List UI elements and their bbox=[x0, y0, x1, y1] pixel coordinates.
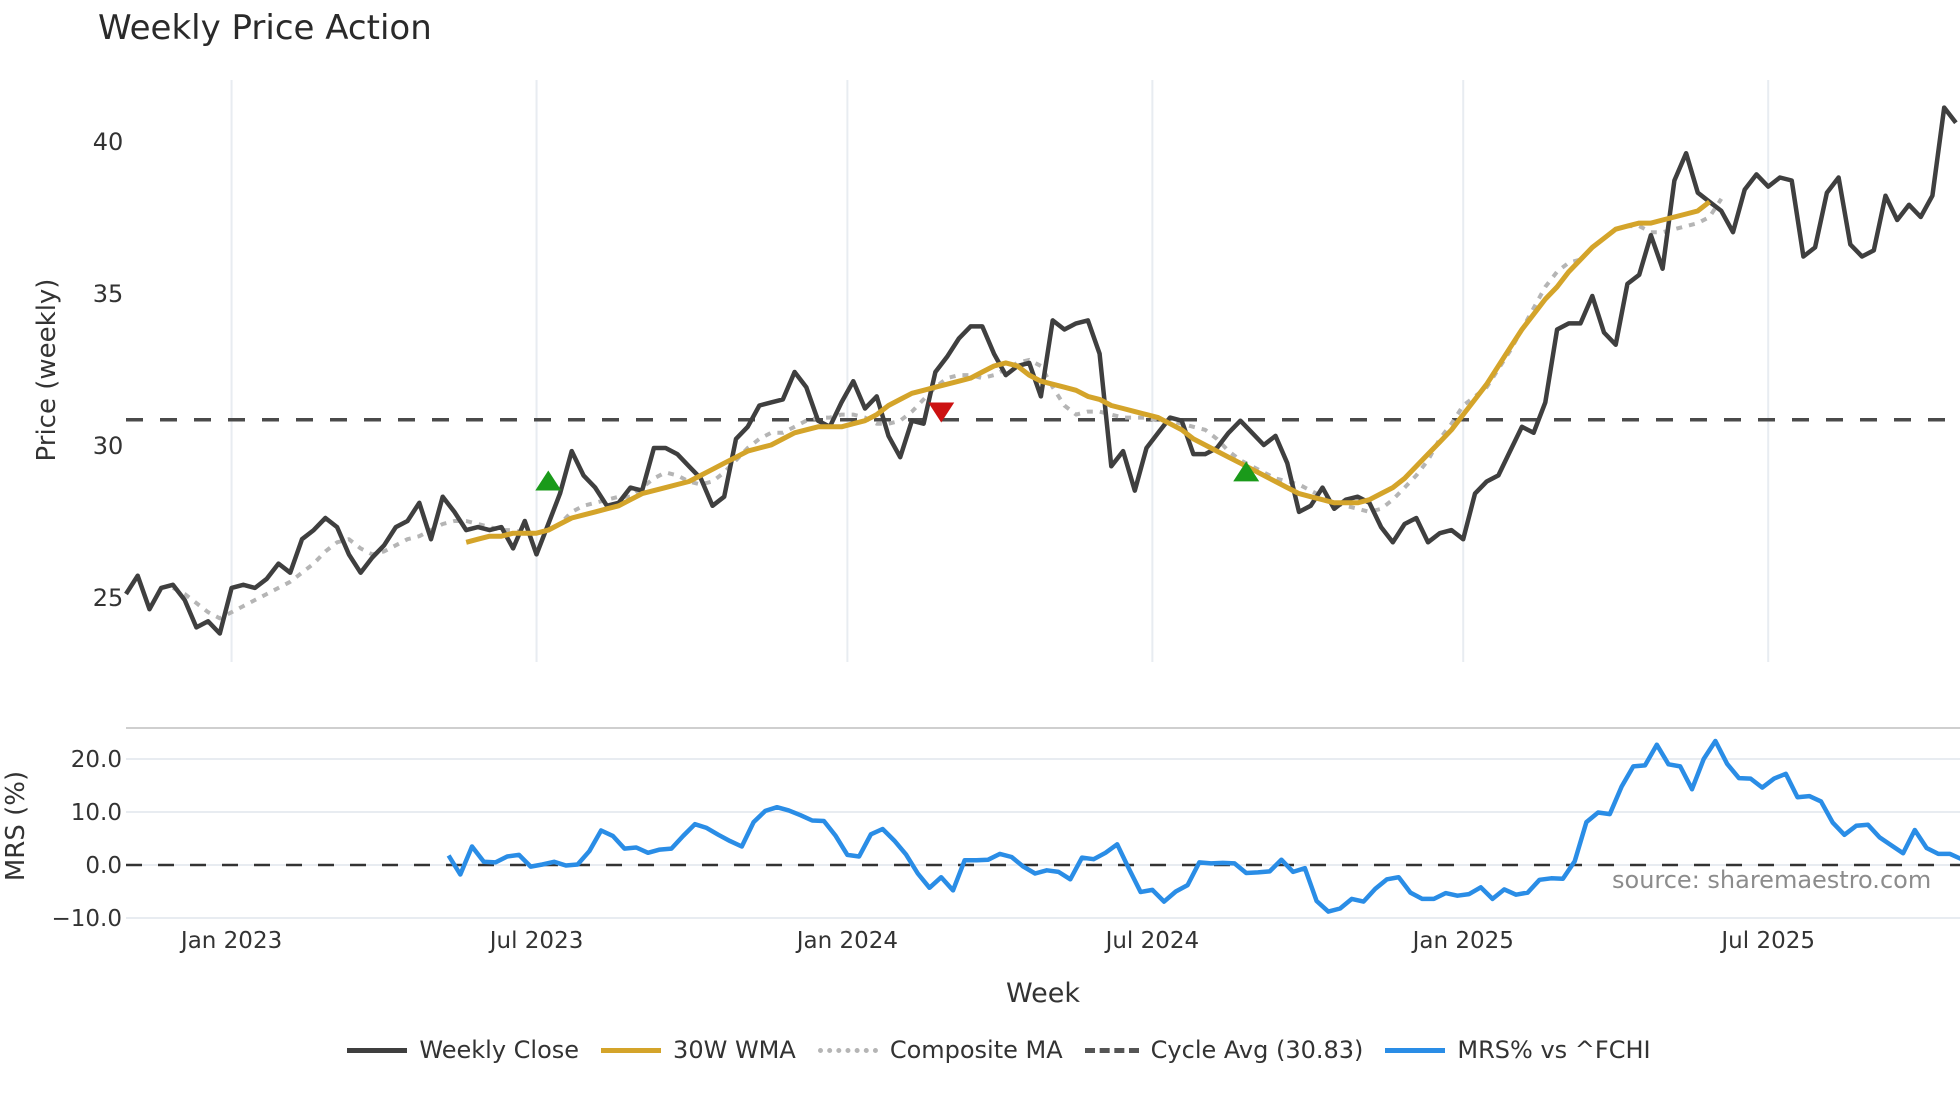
legend-label: Composite MA bbox=[889, 1036, 1063, 1064]
composite-ma-line bbox=[171, 197, 1723, 621]
wma-30w-line bbox=[465, 199, 1712, 545]
x-tick-label: Jul 2025 bbox=[1719, 928, 1815, 954]
y-tick-label: 10.0 bbox=[71, 800, 122, 826]
y-tick-label: 30 bbox=[93, 432, 124, 460]
dotted-line-icon bbox=[817, 1047, 878, 1053]
dashed-line-icon bbox=[1084, 1047, 1139, 1053]
price-series bbox=[124, 105, 1958, 636]
legend-item-weekly-close[interactable]: Weekly Close bbox=[347, 1036, 579, 1064]
x-tick-label: Jul 2023 bbox=[488, 928, 584, 954]
legend-label: 30W WMA bbox=[673, 1036, 796, 1064]
weekly-close-line bbox=[124, 105, 1958, 636]
chart-title: Weekly Price Action bbox=[98, 8, 432, 48]
x-tick-label: Jan 2025 bbox=[1411, 928, 1514, 954]
y-tick-label: 20.0 bbox=[71, 747, 122, 773]
x-axis-ticks: Jan 2023 Jul 2023 Jan 2024 Jul 2024 Jan 2025… bbox=[179, 928, 1815, 954]
y-tick-label: −10.0 bbox=[52, 906, 122, 932]
x-tick-label: Jan 2024 bbox=[795, 928, 898, 954]
price-y-axis: 25 30 35 40 bbox=[93, 128, 124, 612]
mrs-y-axis: −10.0 0.0 10.0 20.0 bbox=[52, 747, 122, 932]
x-tick-label: Jul 2024 bbox=[1104, 928, 1200, 954]
y-tick-label: 0.0 bbox=[85, 853, 122, 879]
legend-label: Weekly Close bbox=[419, 1036, 580, 1064]
legend-label: MRS% vs ^FCHI bbox=[1457, 1036, 1651, 1064]
buy-signal-triangle-up-icon bbox=[535, 470, 562, 491]
mrs-series bbox=[446, 738, 1960, 914]
legend-item-cycle-avg[interactable]: Cycle Avg (30.83) bbox=[1084, 1036, 1364, 1064]
legend-item-30w-wma[interactable]: 30W WMA bbox=[601, 1036, 796, 1064]
source-attribution: source: sharemaestro.com bbox=[1612, 866, 1932, 894]
solid-line-icon bbox=[1385, 1047, 1446, 1053]
signal-markers bbox=[535, 402, 1260, 491]
x-tick-label: Jan 2023 bbox=[179, 928, 282, 954]
y-tick-label: 35 bbox=[93, 280, 124, 308]
legend-label: Cycle Avg (30.83) bbox=[1150, 1036, 1364, 1064]
mrs-y-axis-label: MRS (%) bbox=[1, 771, 31, 881]
mrs-gridlines bbox=[126, 758, 1960, 919]
price-y-axis-label: Price (weekly) bbox=[32, 279, 62, 462]
solid-line-icon bbox=[601, 1047, 662, 1053]
y-tick-label: 25 bbox=[93, 584, 124, 612]
price-gridlines bbox=[230, 80, 1770, 662]
legend-item-mrs[interactable]: MRS% vs ^FCHI bbox=[1385, 1036, 1651, 1064]
legend: Weekly Close 30W WMA Composite MA Cycle … bbox=[0, 1036, 1960, 1064]
buy-signal-triangle-up-icon bbox=[1233, 461, 1260, 482]
y-tick-label: 40 bbox=[93, 128, 124, 156]
sell-signal-triangle-down-icon bbox=[928, 402, 955, 423]
solid-line-icon bbox=[347, 1047, 408, 1053]
mrs-line bbox=[446, 738, 1960, 914]
legend-item-composite-ma[interactable]: Composite MA bbox=[817, 1036, 1063, 1064]
x-axis-label: Week bbox=[1006, 978, 1080, 1009]
